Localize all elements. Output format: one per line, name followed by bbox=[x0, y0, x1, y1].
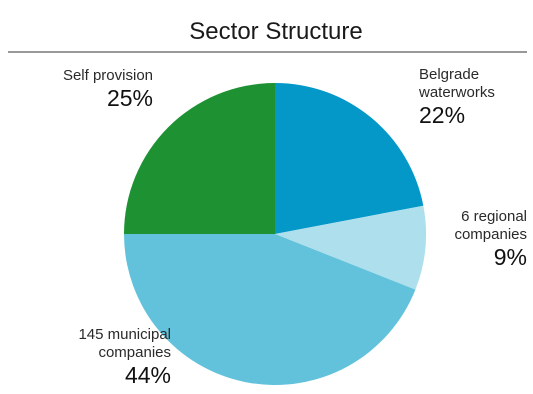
slice-percent-municipal-companies: 44% bbox=[125, 362, 171, 388]
slice-name-self-provision-line-1: Self provision bbox=[63, 67, 153, 84]
chart-title: Sector Structure bbox=[189, 18, 362, 45]
slice-name-regional-companies-line-2: companies bbox=[454, 226, 527, 243]
slice-name-municipal-companies-line-2: companies bbox=[98, 344, 171, 361]
pie-slices bbox=[123, 83, 427, 386]
slice-percent-belgrade-waterworks: 22% bbox=[419, 102, 465, 128]
pie-slice-regional-companies bbox=[275, 205, 427, 290]
slice-percent-self-provision: 25% bbox=[107, 85, 153, 111]
slice-percent-regional-companies: 9% bbox=[494, 244, 527, 270]
slice-name-belgrade-waterworks-line-1: Belgrade bbox=[419, 66, 479, 83]
slice-name-municipal-companies-line-1: 145 municipal bbox=[78, 326, 171, 343]
pie-slice-municipal-companies bbox=[123, 234, 416, 386]
slice-name-belgrade-waterworks-line-2: waterworks bbox=[418, 84, 495, 101]
pie-slice-belgrade-waterworks bbox=[275, 83, 424, 234]
slice-name-regional-companies-line-1: 6 regional bbox=[461, 208, 527, 225]
pie-slice-self-provision bbox=[124, 83, 275, 234]
